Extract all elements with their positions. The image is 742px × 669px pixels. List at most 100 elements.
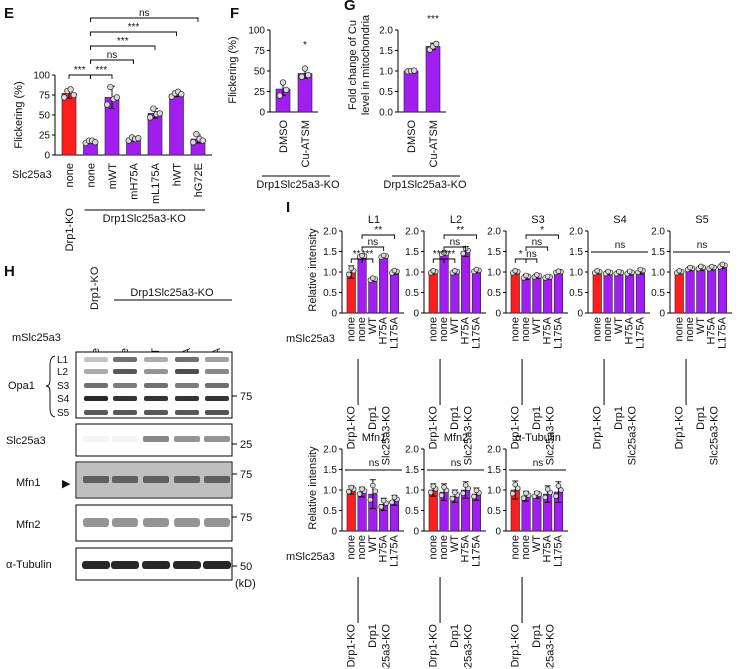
y-tick-label: 1.5 [405, 465, 419, 476]
opa1-band [205, 383, 229, 388]
chart-title: Mfn2 [444, 432, 468, 444]
data-point [348, 265, 355, 272]
band-label-s3: S3 [57, 381, 70, 392]
significance-bracket [361, 234, 395, 239]
significance-bracket [525, 234, 559, 239]
significance-label: ns [697, 240, 708, 251]
category-label: none [509, 535, 521, 559]
bar [603, 272, 613, 314]
group-label-slc25a3-ko: Slc25a3-KO [545, 624, 557, 669]
opa1-band [205, 410, 229, 415]
data-point [544, 273, 551, 280]
y-tick-label: 2.0 [405, 445, 419, 456]
group-label-slc25a3-ko: Slc25a3-KO [545, 406, 557, 466]
y-tick-label: 0 [259, 108, 265, 119]
category-label: H75A [378, 534, 390, 562]
significance-label: *** [117, 36, 129, 47]
category-label: none [673, 317, 685, 341]
panel-letter-e: E [4, 5, 14, 22]
y-tick-label: 1.0 [405, 486, 419, 497]
data-point [178, 91, 185, 98]
bar [510, 271, 520, 314]
significance-label: *** [433, 249, 445, 260]
opa1-band [175, 369, 199, 374]
group-label-drp1: Drp1 [367, 406, 379, 430]
data-point [67, 86, 74, 93]
y-tick-label: 100 [248, 26, 265, 37]
data-point [279, 79, 287, 86]
bar [521, 276, 531, 314]
y-tick-label: 100 [33, 71, 50, 82]
group-label: Drp1Slc25a3-KO [256, 179, 340, 191]
data-point [305, 71, 312, 79]
y-tick-label: 2.0 [323, 445, 337, 456]
mw-marker: 75 [240, 512, 252, 524]
category-label: H75A [460, 534, 472, 562]
y-axis-title: Flickering (%) [227, 36, 239, 103]
band-label-s4: S4 [57, 394, 70, 405]
panel-letter-g: G [344, 0, 356, 14]
data-point [370, 482, 376, 489]
blot-label-tubulin: α-Tubulin [6, 559, 52, 571]
group-label-drp1-ko: Drp1-KO [673, 406, 685, 450]
y-tick-label: 0.5 [405, 288, 419, 299]
mfn1-band [204, 476, 230, 483]
category-label: mWT [107, 163, 119, 190]
y-tick-label: 1.0 [379, 67, 393, 78]
data-point [430, 483, 437, 490]
data-point [637, 266, 644, 273]
data-point [698, 263, 704, 270]
category-label: none [427, 535, 439, 559]
blot-frame [75, 504, 233, 542]
group-label-drp1slc25a3-ko: Drp1Slc25a3-KO [103, 213, 187, 225]
chart-title: L2 [450, 214, 462, 226]
data-point [553, 493, 559, 499]
panel-f: 0 25 50 75 100 Flickering (%) * DMSO Cu-ATSM Drp1… [227, 26, 340, 192]
significance-label: ns [368, 237, 379, 248]
group-label-drp1-ko: Drp1-KO [509, 624, 521, 668]
mfn1-arrowhead: ▶ [62, 478, 71, 490]
y-tick-label: 0.5 [379, 87, 393, 98]
panel-letter-h: H [4, 263, 15, 280]
mw-marker: 50 [240, 561, 252, 573]
data-point [193, 131, 200, 138]
category-label: none [86, 163, 98, 187]
y-tick-label: 1.5 [487, 465, 501, 476]
category-label: none [356, 317, 368, 341]
data-point [594, 268, 600, 274]
category-label: hWT [172, 163, 184, 187]
y-tick-label: 1.5 [323, 247, 337, 258]
y-tick-label: 0.5 [323, 506, 337, 517]
bar [471, 270, 482, 314]
mw-marker: 25 [240, 439, 252, 451]
data-point [441, 484, 447, 490]
data-point [135, 135, 142, 142]
group-label-slc25a3-ko: Slc25a3-KO [709, 406, 721, 466]
category-label: L175A [388, 316, 400, 348]
data-point [346, 271, 352, 278]
data-point [298, 73, 305, 80]
tubulin-band [111, 561, 139, 569]
bar [61, 93, 77, 156]
category-label: WT [613, 317, 625, 334]
chart-title: α-Tubulin [515, 432, 561, 444]
y-tick-label: 2.0 [405, 227, 419, 238]
bar [379, 256, 389, 314]
significance-bracket [525, 258, 538, 263]
category-label: DMSO [278, 120, 290, 153]
group-label-drp1: Drp1 [613, 406, 625, 430]
data-point [430, 268, 437, 274]
slc25a3-band [174, 436, 200, 442]
data-point [378, 504, 384, 510]
y-tick-label: 0 [44, 151, 50, 162]
y-tick-label: 1.0 [487, 268, 501, 279]
category-label: L175A [552, 316, 564, 348]
bar [614, 272, 624, 314]
data-point [708, 263, 715, 270]
significance-label: *** [95, 65, 107, 76]
significance-bracket [90, 45, 156, 50]
group-label-drp1: Drp1 [531, 624, 543, 648]
category-label: WT [531, 317, 543, 334]
y-tick-label: 1.0 [405, 268, 419, 279]
bar [357, 491, 367, 532]
